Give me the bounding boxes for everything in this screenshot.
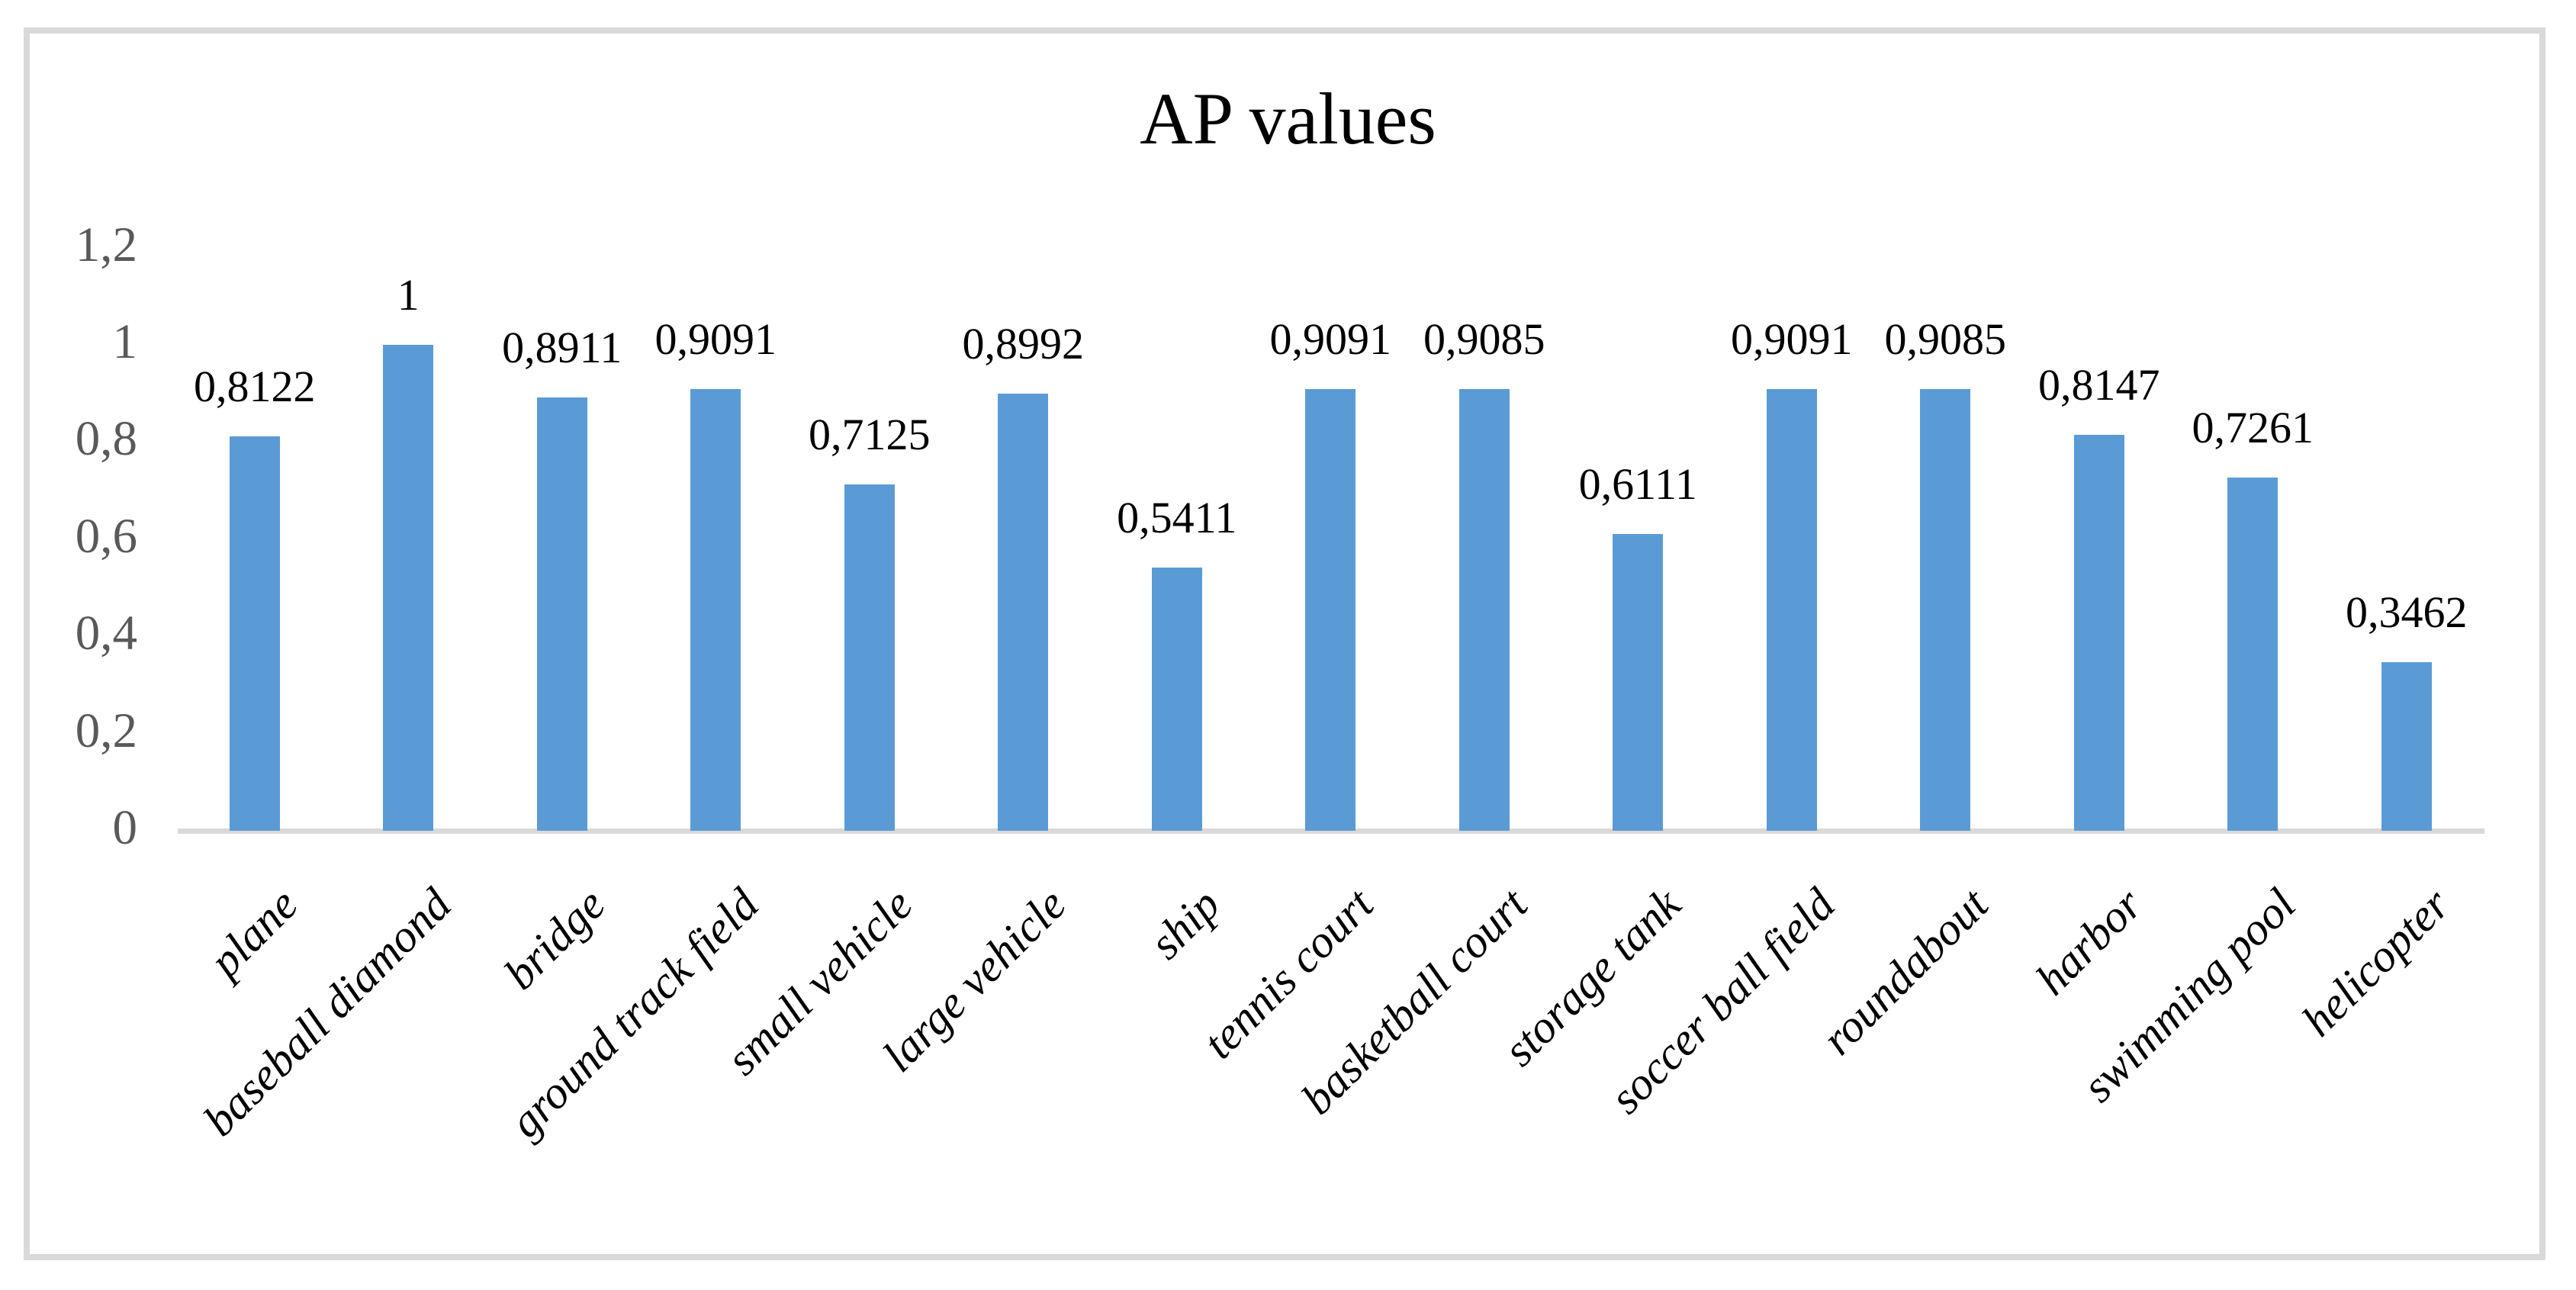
bar xyxy=(229,436,280,831)
bar xyxy=(2073,435,2124,831)
bar-value-label: 0,7261 xyxy=(2192,403,2314,452)
bar xyxy=(1766,389,1817,831)
bar-value-label: 0,9091 xyxy=(1269,314,1392,364)
bar xyxy=(536,397,587,831)
bar-value-label: 0,8147 xyxy=(2038,360,2160,410)
bar xyxy=(690,389,741,831)
bar xyxy=(844,484,895,831)
y-axis-tick-label: 0,8 xyxy=(75,411,137,467)
y-axis-tick-label: 0,6 xyxy=(75,508,137,564)
chart-border-frame xyxy=(24,27,2545,1260)
y-axis-tick-label: 1,2 xyxy=(75,217,137,272)
bar-value-label: 0,9091 xyxy=(654,314,777,364)
bar xyxy=(1151,568,1202,831)
bar-value-label: 0,3462 xyxy=(2346,587,2468,637)
x-axis-line xyxy=(178,828,2484,834)
bar-value-label: 1 xyxy=(397,270,420,320)
bar xyxy=(1458,389,1510,831)
chart-title: AP values xyxy=(1140,78,1436,159)
bar-value-label: 0,5411 xyxy=(1117,493,1237,542)
bar-value-label: 0,7125 xyxy=(809,410,931,459)
bar-value-label: 0,8992 xyxy=(962,319,1085,368)
bar xyxy=(2381,662,2432,831)
y-axis-tick-label: 0 xyxy=(112,800,138,855)
bar xyxy=(1920,389,1971,831)
bar xyxy=(998,394,1049,831)
bar xyxy=(2227,478,2279,831)
bar xyxy=(383,345,434,831)
bar-value-label: 0,8122 xyxy=(194,362,316,411)
bar-value-label: 0,9085 xyxy=(1423,314,1545,364)
bar-value-label: 0,8911 xyxy=(502,323,622,372)
bar-value-label: 0,6111 xyxy=(1578,459,1697,509)
bar-value-label: 0,9085 xyxy=(1884,314,2007,364)
bar xyxy=(1613,534,1664,831)
bar-value-label: 0,9091 xyxy=(1731,314,1853,364)
y-axis-tick-label: 0,2 xyxy=(75,703,137,758)
y-axis-tick-label: 0,4 xyxy=(75,606,137,661)
bar xyxy=(1305,389,1356,831)
y-axis-tick-label: 1 xyxy=(112,314,138,369)
